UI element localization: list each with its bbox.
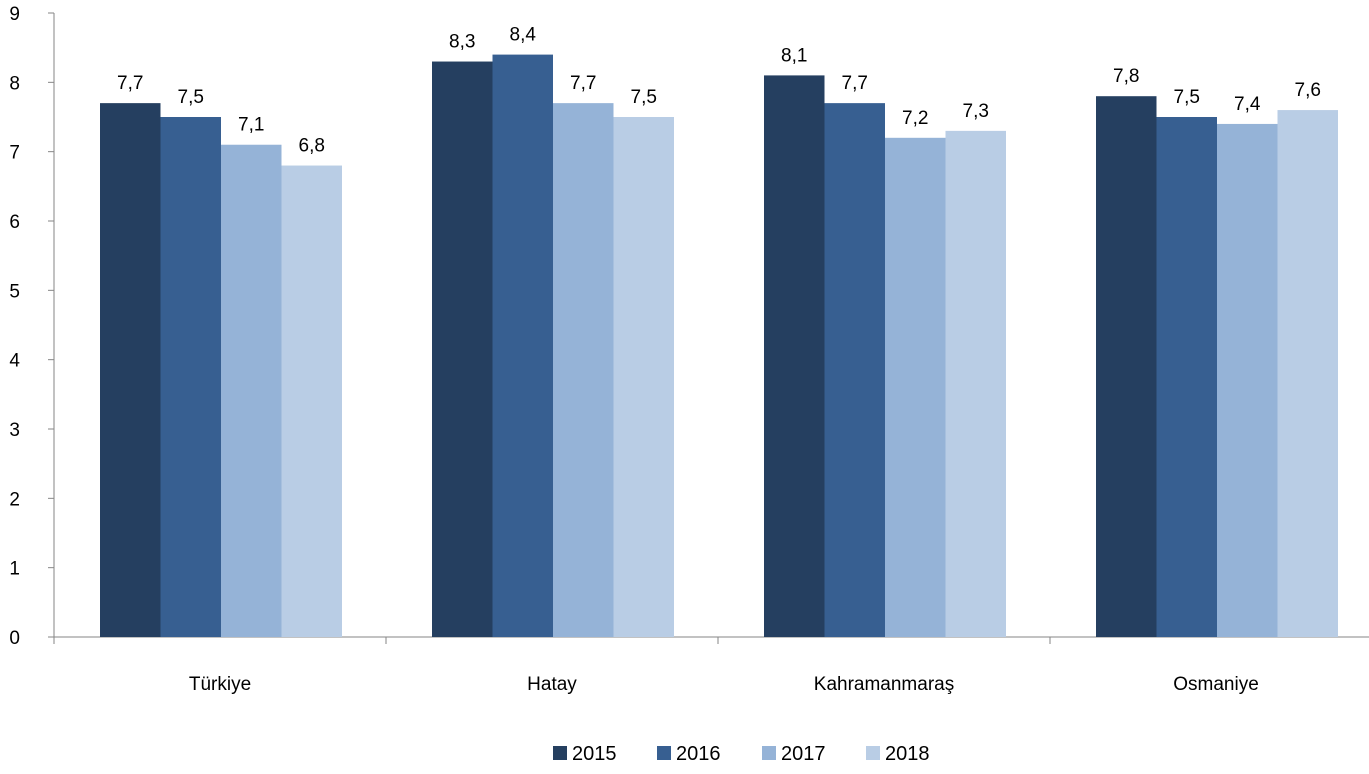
data-label: 7,1 bbox=[238, 115, 264, 136]
bars bbox=[100, 54, 1338, 638]
legend: 2015 2016 2017 2018 bbox=[553, 743, 930, 765]
bar-2015-1 bbox=[432, 61, 493, 638]
data-label: 7,5 bbox=[178, 87, 204, 108]
data-label: 8,3 bbox=[449, 32, 475, 53]
data-label: 7,7 bbox=[570, 73, 596, 94]
x-category-label: Osmaniye bbox=[1173, 674, 1259, 695]
bar-2016-1 bbox=[492, 54, 553, 638]
y-tick-label: 5 bbox=[9, 281, 20, 302]
legend-label: 2015 bbox=[572, 743, 617, 765]
y-axis: 0 1 2 3 4 5 6 7 8 9 bbox=[9, 4, 55, 649]
bar-2016-2 bbox=[824, 103, 885, 638]
legend-swatch-2016 bbox=[657, 746, 671, 760]
data-label: 6,8 bbox=[299, 136, 325, 157]
x-category-label: Kahramanmaraş bbox=[814, 674, 954, 695]
legend-swatch-2017 bbox=[762, 746, 776, 760]
data-label: 8,4 bbox=[510, 25, 537, 46]
bar-2015-2 bbox=[764, 75, 825, 637]
bar-2017-0 bbox=[221, 144, 282, 637]
legend-label: 2016 bbox=[676, 743, 721, 765]
bar-2018-2 bbox=[945, 130, 1006, 637]
bar-2016-3 bbox=[1156, 117, 1217, 637]
bar-2017-3 bbox=[1217, 123, 1278, 637]
data-label: 7,5 bbox=[631, 87, 657, 108]
x-axis: Türkiye Hatay Kahramanmaraş Osmaniye bbox=[53, 636, 1369, 695]
y-tick-label: 1 bbox=[9, 559, 20, 580]
x-category-label: Hatay bbox=[527, 674, 577, 695]
legend-label: 2018 bbox=[885, 743, 930, 765]
y-tick-label: 2 bbox=[9, 489, 20, 510]
y-tick-label: 0 bbox=[9, 628, 20, 649]
data-label: 7,2 bbox=[902, 108, 928, 129]
data-label: 8,1 bbox=[781, 45, 807, 66]
data-labels: 7,7 8,3 8,1 7,8 7,5 8,4 7,7 7,5 7,1 7,7 7,2 7,4 6,8 7… bbox=[117, 25, 1321, 157]
legend-swatch-2015 bbox=[553, 746, 567, 760]
data-label: 7,5 bbox=[1174, 87, 1200, 108]
y-tick-label: 4 bbox=[9, 351, 20, 372]
data-label: 7,4 bbox=[1234, 94, 1261, 115]
bar-2016-0 bbox=[160, 117, 221, 637]
bar-2018-1 bbox=[613, 117, 674, 637]
legend-label: 2017 bbox=[781, 743, 826, 765]
y-tick-label: 8 bbox=[9, 73, 20, 94]
bar-2017-2 bbox=[885, 137, 946, 638]
y-tick-label: 7 bbox=[9, 143, 20, 164]
data-label: 7,8 bbox=[1113, 66, 1139, 87]
bar-2018-3 bbox=[1277, 110, 1338, 638]
y-tick-label: 9 bbox=[9, 4, 20, 25]
data-label: 7,7 bbox=[842, 73, 868, 94]
data-label: 7,7 bbox=[117, 73, 143, 94]
data-label: 7,3 bbox=[963, 101, 989, 122]
bar-2018-0 bbox=[281, 165, 342, 638]
bar-2015-3 bbox=[1096, 96, 1157, 637]
x-category-label: Türkiye bbox=[189, 674, 251, 695]
bar-2015-0 bbox=[100, 103, 161, 638]
y-tick-label: 6 bbox=[9, 212, 20, 233]
legend-swatch-2018 bbox=[866, 746, 880, 760]
y-tick-label: 3 bbox=[9, 420, 20, 441]
data-label: 7,6 bbox=[1295, 80, 1321, 101]
bar-2017-1 bbox=[553, 103, 614, 638]
